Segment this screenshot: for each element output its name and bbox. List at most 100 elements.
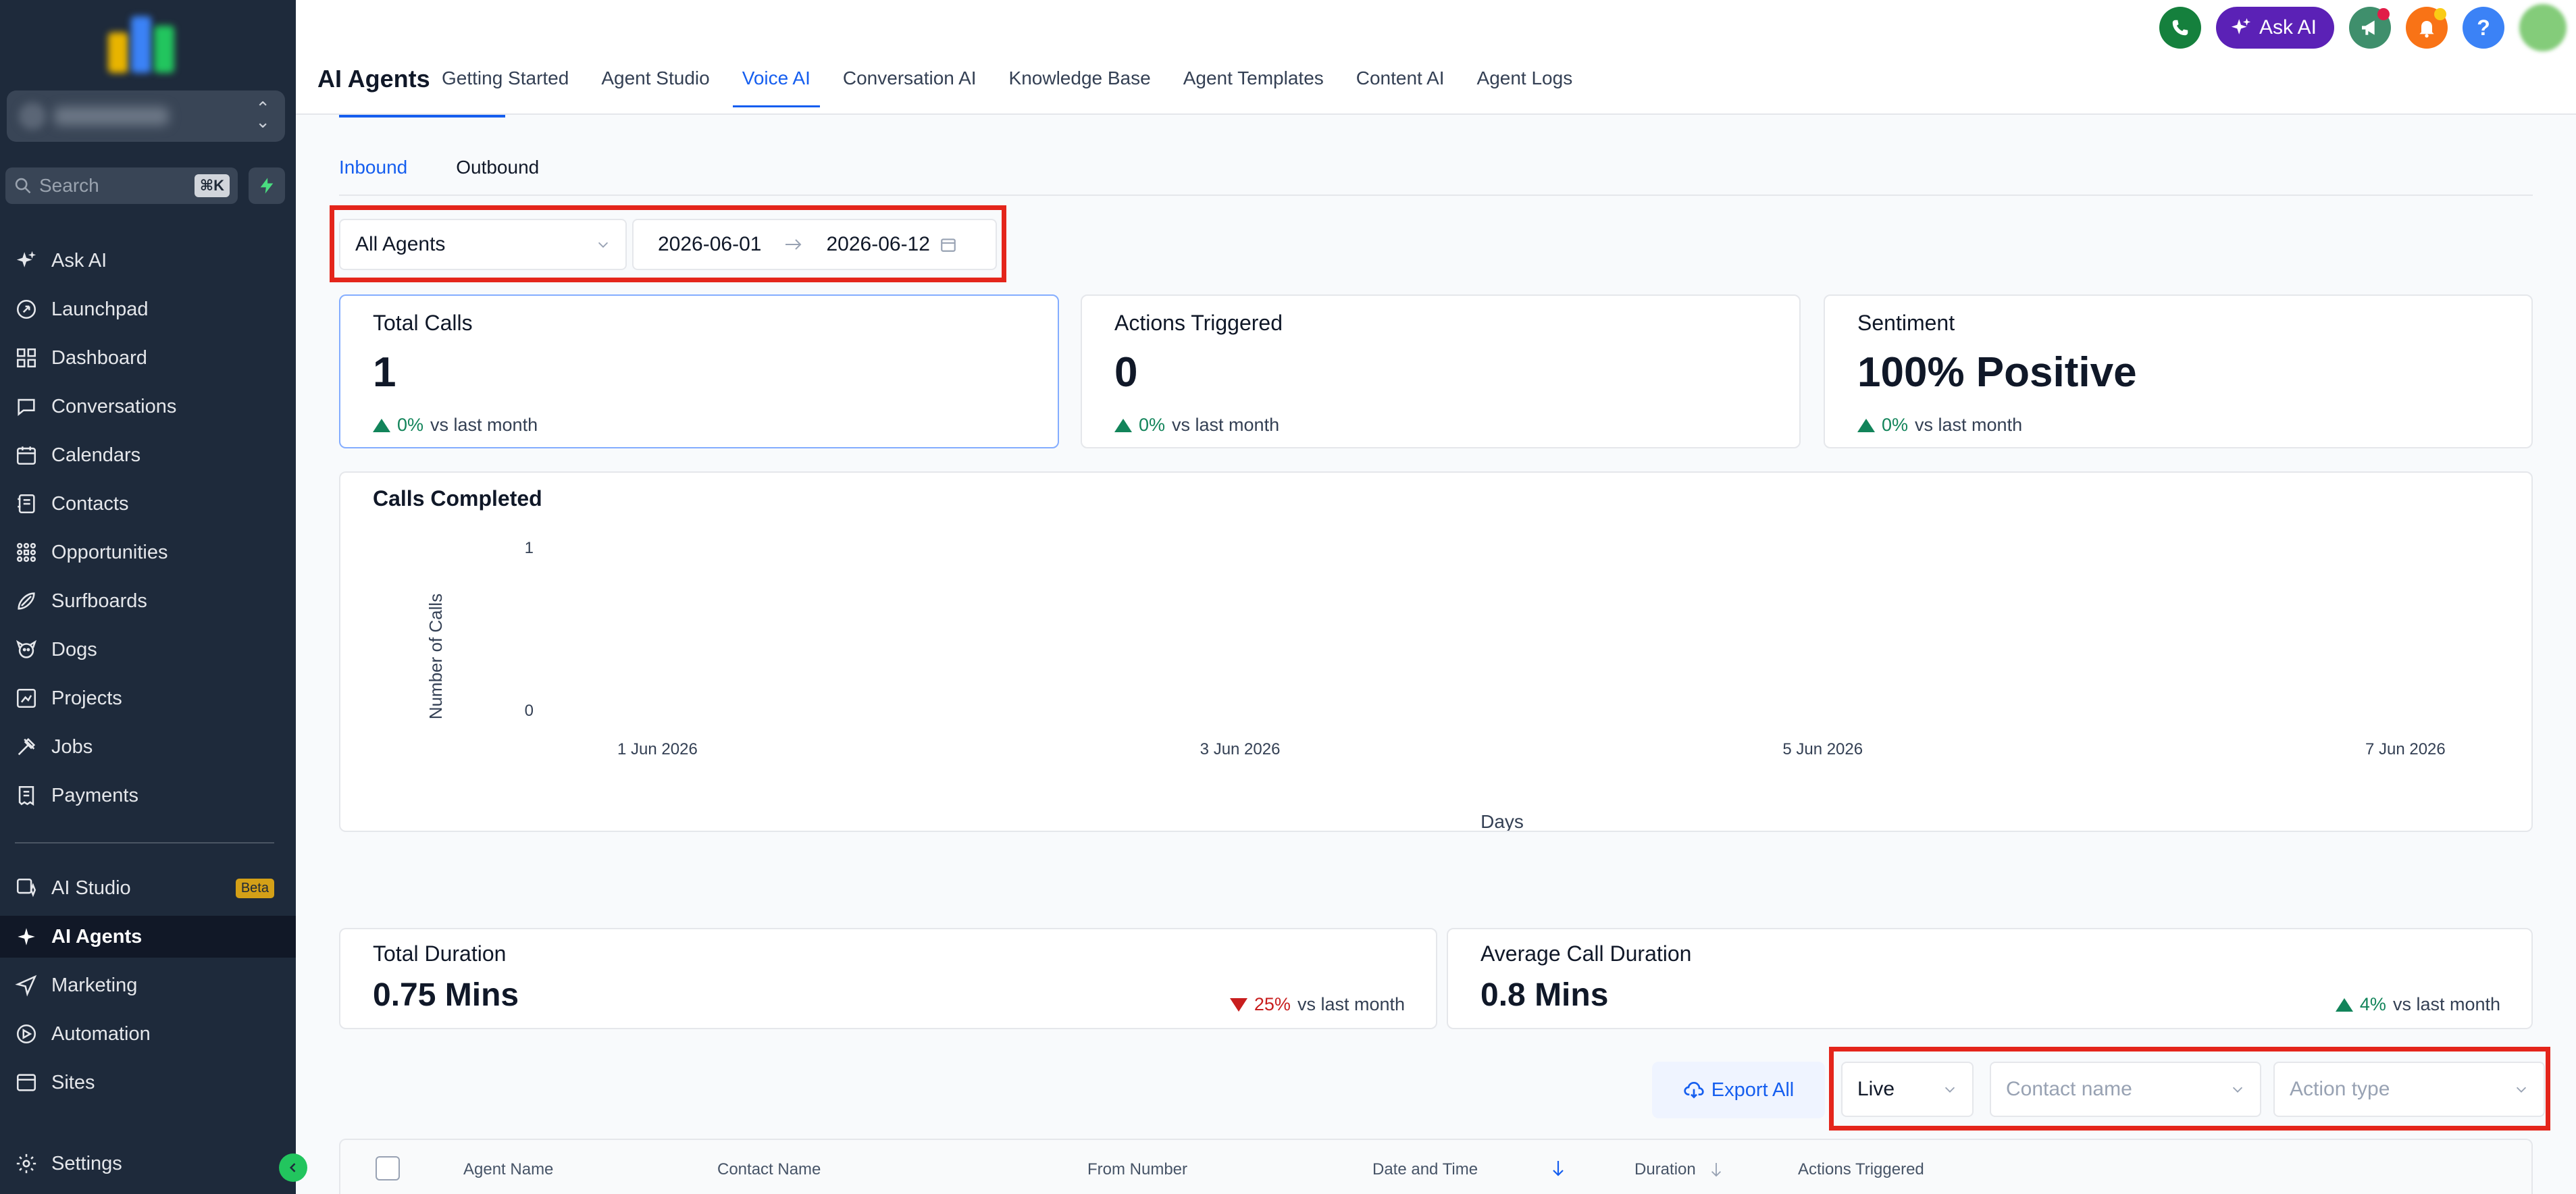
sidebar-item-dashboard[interactable]: Dashboard [0,337,296,379]
column-actions-triggered[interactable]: Actions Triggered [1798,1160,1924,1178]
select-all-checkbox[interactable] [376,1156,400,1180]
sidebar-item-ask-ai[interactable]: Ask AI [0,240,296,282]
chart-title: Calls Completed [373,486,542,511]
arrow-right-icon [785,239,802,250]
trend-suffix: vs last month [430,415,538,435]
duration-trend: 25% vs last month [1229,994,1405,1015]
tab-agent-templates[interactable]: Agent Templates [1183,68,1324,88]
x-tick-label: 5 Jun 2026 [1782,740,1863,758]
surfboard-icon [18,592,35,610]
sidebar-item-opportunities[interactable]: Opportunities [0,531,296,573]
sidebar-item-contacts[interactable]: Contacts [0,483,296,525]
agent-select[interactable]: All Agents [339,219,627,270]
megaphone-icon [2362,20,2375,35]
sidebar-item-label: Ask AI [51,249,107,271]
duration-label: Total Duration [373,941,507,966]
status-filter-value: Live [1857,1078,1895,1100]
trend-suffix: vs last month [2392,994,2500,1014]
sidebar-item-ai-studio[interactable]: AI Studio Beta [0,867,296,909]
tab-agent-logs[interactable]: Agent Logs [1476,68,1573,88]
column-date-time[interactable]: Date and Time [1372,1160,1478,1179]
export-all-button[interactable]: Export All [1652,1062,1825,1118]
sidebar-item-label: AI Agents [51,925,143,948]
column-from-number[interactable]: From Number [1087,1160,1188,1178]
call-logs-table-header: Agent Name Contact Name From Number Date… [339,1139,2533,1194]
send-icon [15,975,37,997]
trend-percent: 4% [2359,994,2386,1014]
sidebar-item-payments[interactable]: Payments [0,775,296,816]
date-start[interactable]: 2026-06-01 [658,233,762,255]
x-tick-label: 1 Jun 2026 [617,740,698,758]
sparkle-icon [2231,18,2251,34]
stat-card-total-calls[interactable]: Total Calls 1 0% vs last month [339,294,1059,448]
notifications-button[interactable] [2406,7,2448,49]
sidebar-item-launchpad[interactable]: Launchpad [0,288,296,330]
sidebar-search[interactable]: Search ⌘K [5,167,238,204]
projects-icon [16,688,36,708]
column-agent-name[interactable]: Agent Name [463,1160,554,1178]
sidebar-collapse-button[interactable] [279,1153,307,1182]
ask-ai-button[interactable]: Ask AI [2215,7,2334,49]
duration-value: 0.75 Mins [373,977,519,1013]
date-end[interactable]: 2026-06-12 [826,233,930,255]
tab-voice-ai[interactable]: Voice AI [732,68,820,107]
sidebar-item-label: Dogs [51,638,97,660]
y-tick-0: 0 [525,702,534,720]
contact-name-placeholder: Contact name [2006,1078,2132,1100]
account-switcher[interactable]: ⌃ ⌄ [7,90,285,142]
voice-ai-dashboard: Inbound Outbound All Agents 2026-06-01 2… [296,115,2576,1194]
column-duration[interactable]: Duration [1634,1160,1723,1179]
stat-trend: 0% vs last month [373,415,538,436]
column-duration-label: Duration [1634,1160,1696,1178]
tab-conversation-ai[interactable]: Conversation AI [842,68,977,88]
sidebar-item-conversations[interactable]: Conversations [0,386,296,427]
calendar-icon [16,446,36,465]
chart-series-line [513,677,2531,831]
contact-name-select[interactable]: Contact name [1990,1062,2261,1117]
chart-area-fill [513,677,2531,831]
sidebar-item-surfboards[interactable]: Surfboards [0,580,296,622]
sidebar-item-settings[interactable]: Settings [0,1143,296,1185]
stat-value: 100% Positive [1857,349,2137,396]
action-type-select[interactable]: Action type [2273,1062,2545,1117]
calls-completed-chart-card: Calls Completed Number of Calls Days 0 1… [339,471,2533,832]
tab-content-ai[interactable]: Content AI [1356,68,1445,88]
sidebar-item-sites[interactable]: Sites [0,1062,296,1104]
date-range-picker[interactable]: 2026-06-01 2026-06-12 [632,219,997,270]
sidebar-item-ai-agents[interactable]: AI Agents [0,916,296,958]
trend-percent: 0% [397,415,424,435]
tab-outbound[interactable]: Outbound [456,157,540,178]
sidebar-item-label: Conversations [51,395,177,417]
chevron-left-icon [289,1163,296,1172]
sidebar-item-calendars[interactable]: Calendars [0,434,296,476]
user-avatar[interactable] [2519,4,2567,51]
ai-studio-icon [16,878,36,898]
sidebar-item-dogs[interactable]: Dogs [0,629,296,671]
beta-badge: Beta [235,878,274,898]
ask-ai-label: Ask AI [2259,16,2317,38]
sidebar-item-marketing[interactable]: Marketing [0,964,296,1006]
tab-getting-started[interactable]: Getting Started [442,68,569,88]
tab-inbound[interactable]: Inbound [339,157,408,178]
account-avatar [19,103,46,130]
tab-knowledge-base[interactable]: Knowledge Base [1008,68,1151,88]
help-button[interactable]: ? [2463,7,2504,49]
page-title: AI Agents [317,65,430,93]
stat-label: Actions Triggered [1114,311,1283,335]
phone-button[interactable] [2159,7,2201,49]
gear-icon [16,1153,36,1174]
announcements-button[interactable] [2349,7,2391,49]
sort-desc-icon[interactable] [1551,1159,1566,1178]
tab-agent-studio[interactable]: Agent Studio [601,68,710,88]
column-contact-name[interactable]: Contact Name [717,1160,821,1178]
sidebar-item-automation[interactable]: Automation [0,1013,296,1055]
sidebar-item-projects[interactable]: Projects [0,677,296,719]
sidebar-item-label: Contacts [51,492,129,515]
notification-dot [2377,8,2390,20]
quick-action-button[interactable] [249,167,285,204]
x-tick-label: 7 Jun 2026 [2365,740,2446,758]
stat-card-actions-triggered[interactable]: Actions Triggered 0 0% vs last month [1081,294,1801,448]
sidebar-item-jobs[interactable]: Jobs [0,726,296,768]
stat-card-sentiment[interactable]: Sentiment 100% Positive 0% vs last month [1824,294,2533,448]
status-filter-select[interactable]: Live [1841,1062,1974,1117]
